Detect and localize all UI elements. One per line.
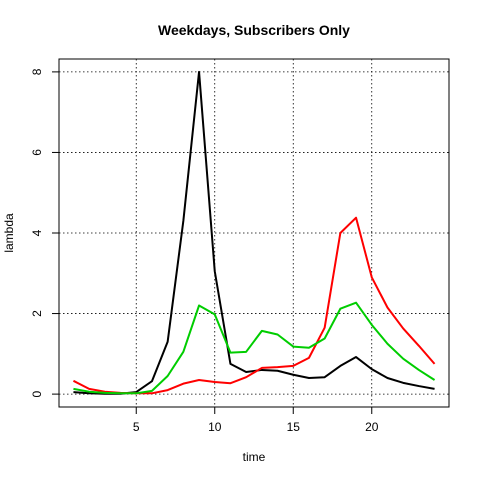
y-tick-label: 2 [30, 310, 44, 317]
x-tick-label: 10 [208, 420, 222, 434]
series-line-3 [73, 301, 436, 395]
y-axis: 0 2 4 6 8 [30, 68, 59, 397]
x-tick-label: 20 [365, 420, 379, 434]
series-lines [72, 70, 436, 395]
x-tick-label: 5 [133, 420, 140, 434]
y-axis-label: lambda [2, 213, 16, 253]
x-axis: 5 10 15 20 [133, 407, 379, 434]
y-tick-label: 0 [30, 390, 44, 397]
series-line-2 [72, 216, 436, 395]
x-axis-label: time [243, 450, 266, 464]
y-tick-label: 8 [30, 68, 44, 75]
grid-lines [59, 59, 449, 407]
x-tick-label: 15 [287, 420, 301, 434]
plot-frame [58, 58, 450, 408]
y-tick-label: 6 [30, 149, 44, 156]
chart-title: Weekdays, Subscribers Only [158, 22, 350, 38]
y-tick-label: 4 [30, 229, 44, 236]
